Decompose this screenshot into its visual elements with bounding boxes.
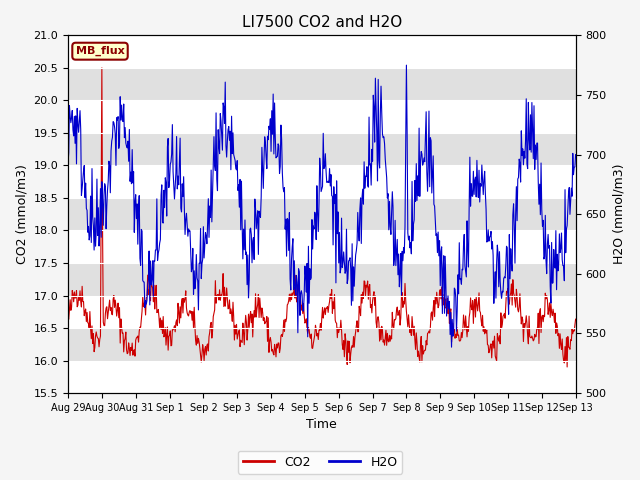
Text: MB_flux: MB_flux bbox=[76, 46, 124, 56]
Legend: CO2, H2O: CO2, H2O bbox=[237, 451, 403, 474]
Y-axis label: H2O (mmol/m3): H2O (mmol/m3) bbox=[612, 164, 625, 264]
Bar bbox=[68, 133, 575, 166]
Bar bbox=[68, 198, 575, 230]
Bar bbox=[68, 263, 575, 296]
X-axis label: Time: Time bbox=[307, 419, 337, 432]
Title: LI7500 CO2 and H2O: LI7500 CO2 and H2O bbox=[242, 15, 402, 30]
Y-axis label: CO2 (mmol/m3): CO2 (mmol/m3) bbox=[15, 164, 28, 264]
Bar bbox=[68, 68, 575, 100]
Bar bbox=[68, 328, 575, 360]
